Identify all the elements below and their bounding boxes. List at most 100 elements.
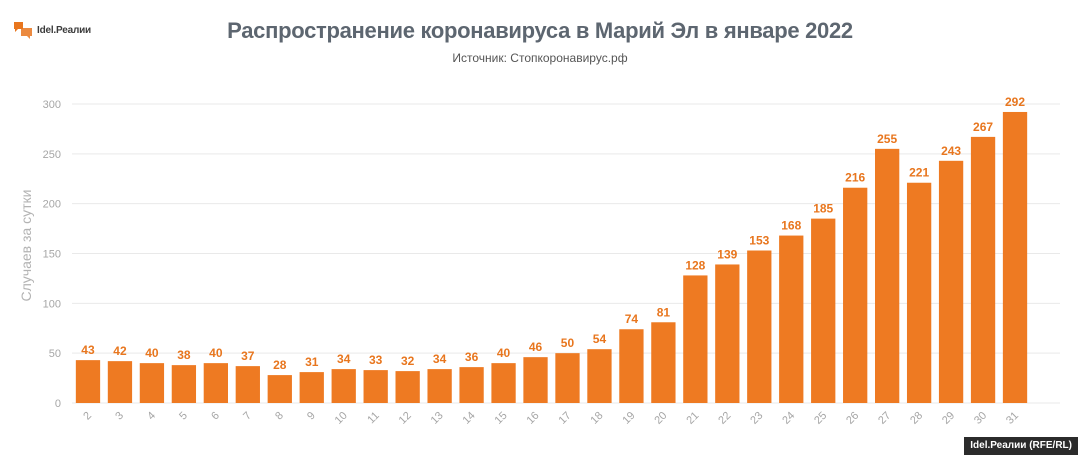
- x-tick-label: 25: [812, 410, 829, 427]
- bar: [651, 322, 676, 403]
- chart-title: Распространение коронавируса в Марий Эл …: [227, 18, 853, 43]
- y-tick-label: 0: [55, 398, 61, 410]
- bar: [459, 367, 484, 403]
- bar: [587, 349, 612, 403]
- data-label: 33: [369, 353, 383, 367]
- data-label: 40: [497, 346, 511, 360]
- bar: [843, 187, 868, 403]
- data-label: 74: [625, 312, 639, 326]
- data-label: 50: [561, 336, 575, 350]
- data-label: 34: [337, 352, 351, 366]
- data-label: 168: [781, 219, 801, 233]
- data-label: 153: [749, 234, 769, 248]
- x-tick-label: 24: [780, 410, 797, 427]
- x-tick-label: 20: [652, 410, 669, 427]
- bar: [75, 360, 101, 403]
- x-tick-label: 13: [429, 410, 446, 427]
- x-tick-label: 8: [273, 410, 286, 423]
- data-label: 40: [209, 346, 223, 360]
- data-label: 292: [1005, 95, 1025, 109]
- x-tick-label: 5: [177, 410, 190, 423]
- bar: [427, 369, 452, 403]
- logo-text: Idel.Реалии: [37, 24, 91, 36]
- bar: [619, 329, 644, 403]
- bar: [491, 363, 516, 403]
- data-label: 38: [177, 348, 191, 362]
- data-label: 221: [909, 166, 929, 180]
- bar: [171, 365, 197, 403]
- bar: [779, 235, 804, 403]
- data-label: 243: [941, 144, 961, 158]
- x-tick-label: 2: [81, 410, 94, 423]
- data-label: 42: [113, 344, 127, 358]
- bar: [683, 275, 708, 403]
- bar: [938, 160, 964, 403]
- x-tick-label: 22: [716, 410, 733, 427]
- x-tick-label: 30: [972, 410, 989, 427]
- bar: [875, 148, 900, 403]
- x-tick-label: 14: [461, 410, 478, 427]
- y-tick-label: 250: [43, 149, 61, 161]
- bar: [395, 371, 420, 403]
- bar: [970, 136, 996, 403]
- data-label: 34: [433, 352, 447, 366]
- y-tick-label: 150: [43, 249, 61, 261]
- data-label: 267: [973, 120, 993, 134]
- x-tick-label: 12: [397, 410, 414, 427]
- x-tick-label: 3: [113, 410, 126, 423]
- data-label: 54: [593, 332, 607, 346]
- x-tick-label: 29: [940, 410, 957, 427]
- bar: [267, 375, 292, 403]
- x-tick-label: 26: [844, 410, 861, 427]
- x-tick-label: 9: [305, 410, 318, 423]
- credit-badge: Idel.Реалии (RFE/RL): [964, 437, 1078, 455]
- x-tick-label: 23: [748, 410, 765, 427]
- bar: [715, 264, 740, 403]
- data-label: 46: [529, 340, 543, 354]
- bar: [139, 363, 165, 403]
- data-label: 31: [305, 355, 319, 369]
- data-label: 36: [465, 350, 479, 364]
- data-label: 40: [145, 346, 159, 360]
- data-label: 139: [717, 247, 737, 261]
- x-tick-label: 7: [241, 410, 254, 423]
- y-tick-label: 50: [49, 348, 61, 360]
- bar: [555, 353, 580, 403]
- x-tick-label: 17: [556, 410, 573, 427]
- data-label: 216: [845, 171, 865, 185]
- bar: [811, 218, 836, 403]
- bar: [299, 372, 324, 403]
- speech-bubbles-icon: [14, 22, 32, 39]
- bar: [363, 370, 388, 403]
- x-tick-label: 27: [876, 410, 893, 427]
- x-tick-label: 31: [1004, 410, 1021, 427]
- x-tick-label: 16: [524, 410, 541, 427]
- bar: [331, 369, 356, 403]
- y-tick-label: 200: [43, 199, 61, 211]
- bar: [203, 363, 228, 403]
- data-label: 28: [273, 358, 287, 372]
- brand-logo: Idel.Реалии: [12, 17, 91, 43]
- chart-subtitle: Источник: Стопкоронавирус.рф: [452, 51, 628, 65]
- data-label: 185: [813, 202, 833, 216]
- bar: [107, 361, 133, 403]
- y-axis-label: Случаев за сутки: [18, 190, 34, 302]
- bar: [523, 357, 548, 403]
- data-label: 81: [657, 305, 671, 319]
- x-tick-label: 10: [333, 410, 350, 427]
- data-label: 37: [241, 349, 255, 363]
- x-tick-label: 11: [365, 410, 382, 427]
- data-label: 128: [685, 258, 705, 272]
- y-tick-label: 300: [43, 99, 61, 111]
- data-label: 43: [81, 343, 95, 357]
- y-tick-label: 100: [43, 298, 61, 310]
- x-tick-label: 18: [588, 410, 605, 427]
- data-label: 255: [877, 132, 897, 146]
- x-tick-label: 21: [684, 410, 701, 427]
- x-tick-label: 28: [908, 410, 925, 427]
- x-tick-label: 4: [145, 410, 158, 423]
- bar: [1002, 111, 1028, 404]
- bar: [747, 250, 772, 403]
- bar: [235, 366, 260, 403]
